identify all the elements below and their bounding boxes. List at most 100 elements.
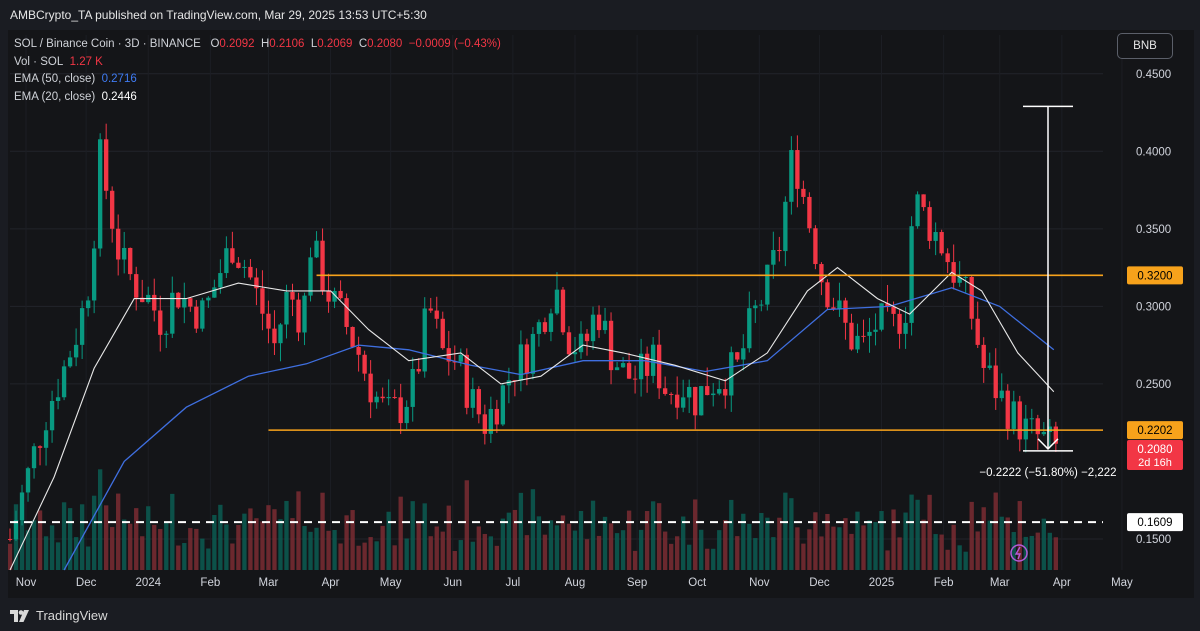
volume-label[interactable]: Vol · SOL (14, 55, 64, 68)
volume-bar (789, 498, 794, 570)
volume-bar (885, 550, 890, 570)
candle-body (1017, 401, 1022, 440)
symbol-name[interactable]: SOL / Binance Coin · 3D · BINANCE (14, 38, 201, 50)
candle-body (362, 354, 367, 374)
volume-bar (1017, 501, 1022, 570)
volume-bar (31, 520, 37, 570)
candle-body (518, 344, 524, 381)
volume-bar (837, 527, 842, 570)
volume-bar (693, 499, 698, 570)
candle-body (945, 253, 950, 263)
candle-body (813, 228, 818, 265)
candle-body (662, 388, 668, 394)
candle-body (392, 397, 397, 399)
low-value: 0.2069 (317, 38, 353, 50)
volume-bar (368, 537, 373, 570)
x-tick-label: Jul (506, 577, 521, 589)
ema20-label[interactable]: EMA (20, close) (14, 90, 96, 103)
candle-body (224, 248, 229, 274)
candle-body (97, 139, 103, 249)
replay-icon[interactable] (1010, 544, 1028, 562)
volume-bar (170, 493, 175, 570)
level-label: 0.2202 (1137, 425, 1172, 437)
legend-volume-row: Vol · SOL 1.27 K (14, 54, 501, 72)
close-label: C (358, 38, 368, 50)
candle-body (524, 344, 530, 374)
volume-bar (470, 541, 475, 570)
x-tick-label: Mar (259, 577, 279, 589)
candle-body (699, 386, 704, 416)
candle-body (332, 290, 337, 302)
candle-body (13, 520, 19, 540)
candle-body (747, 308, 752, 349)
candle-body (572, 352, 578, 355)
volume-bar (939, 534, 944, 570)
volume-bar (668, 543, 674, 570)
legend-ema20-row: EMA (20, close) 0.2446 (14, 89, 501, 107)
candle-body (230, 248, 235, 263)
candle-body (356, 346, 361, 355)
measure-arrowhead (1037, 438, 1059, 450)
volume-bar (338, 543, 343, 570)
volume-bar (1035, 532, 1040, 570)
level-label: 0.1609 (1137, 517, 1172, 529)
volume-bar (320, 492, 325, 570)
last-price-bg (1127, 440, 1183, 471)
candle-body (91, 248, 97, 301)
candle-body (428, 308, 433, 311)
candle-body (206, 297, 211, 301)
volume-bar (957, 545, 962, 570)
volume-bar (19, 503, 25, 570)
volume-bar (675, 536, 680, 570)
volume-bar (308, 531, 313, 570)
volume-bar (777, 517, 782, 570)
volume-bar (164, 522, 169, 570)
candle-body (987, 365, 992, 368)
volume-bar (476, 526, 481, 570)
chart-area[interactable]: 0.3200 0.2202 0.1609 0.2080 2d 16h −0.2222 (… (7, 30, 1194, 598)
candle-body (590, 314, 596, 342)
candle-body (819, 264, 824, 283)
volume-bar (356, 545, 361, 570)
candle-body (801, 188, 806, 197)
candle-body (723, 389, 728, 396)
x-tick-label: Feb (934, 577, 954, 589)
candle-body (470, 389, 475, 408)
candle-body (140, 297, 145, 303)
candle-body (410, 368, 415, 407)
volume-bar (699, 529, 704, 570)
volume-bar (140, 536, 145, 570)
volume-bar (278, 519, 283, 570)
volume-bar (230, 543, 235, 570)
volume-bar (981, 507, 986, 570)
candle-body (416, 368, 421, 372)
volume-bar (194, 528, 199, 570)
volume-bar (951, 524, 956, 570)
candle-body (43, 430, 49, 448)
candle-body (626, 363, 632, 379)
volume-bar (49, 525, 55, 570)
candle-body (825, 282, 830, 308)
volume-bar (819, 536, 824, 570)
volume-bar (927, 494, 932, 570)
currency-button[interactable]: BNB (1117, 33, 1173, 59)
candle-body (795, 150, 800, 189)
volume-bar (987, 520, 992, 570)
ema50-label[interactable]: EMA (50, close) (14, 73, 96, 85)
candle-body (861, 335, 866, 337)
candle-body (338, 290, 343, 299)
countdown-label: 2d 16h (1138, 457, 1172, 469)
open-label: O (210, 38, 220, 50)
tradingview-logo[interactable]: TradingView (10, 608, 108, 623)
volume-bar (212, 515, 217, 570)
volume-bar (91, 495, 97, 570)
volume-bar (25, 530, 31, 570)
volume-bar (344, 515, 349, 570)
volume-bar (753, 538, 758, 570)
volume-bar (314, 527, 319, 570)
volume-bar (1053, 537, 1058, 570)
x-tick-label: Jun (444, 577, 463, 589)
volume-bar (1029, 535, 1034, 570)
volume-bar (897, 537, 902, 570)
